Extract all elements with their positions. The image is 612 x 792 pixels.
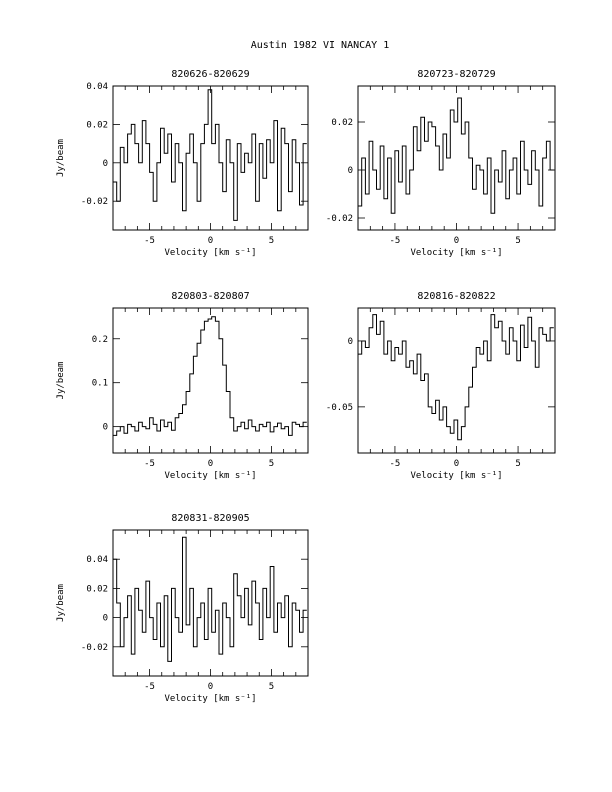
y-axis-label: Jy/beam	[56, 139, 66, 177]
chart-panel-4: 820816-820822 -5 0 5 -0.05 0 Velocity [km s⁻¹]	[326, 291, 556, 481]
x-tick-label: 5	[269, 682, 274, 692]
y-tick-label: -0.02	[81, 643, 108, 653]
spectrum-line	[358, 97, 554, 214]
x-axis-label: Velocity [km s⁻¹]	[410, 248, 502, 258]
x-tick-label: 0	[208, 459, 213, 469]
chart-panel-1: 820626-820629 -5 0 5 -0.02 0 0.02 0.04 Velocity …	[56, 69, 309, 258]
chart-panel-3: 820803-820807 -5 0 5 0 0.1 0.2 Velocity [km s⁻¹…	[56, 291, 309, 481]
chart-panel-2: 820723-820729 -5 0 5 -0.02 0 0.02 Velocity [km …	[326, 69, 556, 258]
spectrum-line	[113, 316, 307, 436]
chart-title: 820803-820807	[171, 291, 249, 302]
spectrum-line	[113, 89, 307, 221]
chart-title: 820723-820729	[417, 69, 495, 80]
x-tick-label: 5	[269, 236, 274, 246]
chart-title: 820831-820905	[171, 513, 249, 524]
x-axis-label: Velocity [km s⁻¹]	[164, 471, 256, 481]
x-axis-label: Velocity [km s⁻¹]	[164, 248, 256, 258]
y-tick-label: -0.02	[326, 214, 353, 224]
x-tick-label: -5	[390, 459, 401, 469]
y-axis-label: Jy/beam	[56, 362, 66, 400]
chart-title: 820626-820629	[171, 69, 249, 80]
y-tick-label: -0.02	[81, 197, 108, 207]
plot-frame	[357, 307, 556, 454]
plot-frame	[112, 307, 309, 454]
x-tick-label: 0	[454, 236, 459, 246]
y-tick-label: 0.04	[86, 555, 108, 565]
x-tick-label: 5	[515, 459, 520, 469]
y-tick-label: 0.02	[331, 118, 353, 128]
x-tick-label: 5	[515, 236, 520, 246]
x-tick-label: 0	[208, 682, 213, 692]
chart-panel-5: 820831-820905 -5 0 5 -0.02 0 0.02 0.04 Velocity …	[56, 513, 309, 704]
y-tick-label: 0.02	[86, 584, 108, 594]
x-axis-label: Velocity [km s⁻¹]	[410, 471, 502, 481]
x-tick-label: -5	[144, 459, 155, 469]
spectrum-line	[113, 536, 307, 662]
x-tick-label: -5	[144, 236, 155, 246]
x-tick-label: 0	[208, 236, 213, 246]
panels-group: 820626-820629 -5 0 5 -0.02 0 0.02 0.04 Velocity …	[56, 69, 556, 704]
y-tick-label: 0.04	[86, 82, 108, 92]
y-tick-label: 0.02	[86, 120, 108, 130]
x-tick-label: -5	[390, 236, 401, 246]
y-tick-label: -0.05	[326, 403, 353, 413]
y-tick-label: 0.1	[92, 379, 108, 389]
x-axis-label: Velocity [km s⁻¹]	[164, 694, 256, 704]
y-tick-label: 0	[103, 423, 108, 433]
page-title: Austin 1982 VI NANCAY 1	[251, 40, 389, 51]
y-tick-label: 0	[348, 166, 353, 176]
y-tick-label: 0	[103, 614, 108, 624]
x-tick-label: 0	[454, 459, 459, 469]
y-axis-label: Jy/beam	[56, 584, 66, 622]
y-tick-label: 0	[348, 337, 353, 347]
chart-title: 820816-820822	[417, 291, 495, 302]
spectrum-line	[358, 314, 554, 441]
x-tick-label: 5	[269, 459, 274, 469]
x-tick-label: -5	[144, 682, 155, 692]
y-tick-label: 0.2	[92, 335, 108, 345]
y-tick-label: 0	[103, 159, 108, 169]
